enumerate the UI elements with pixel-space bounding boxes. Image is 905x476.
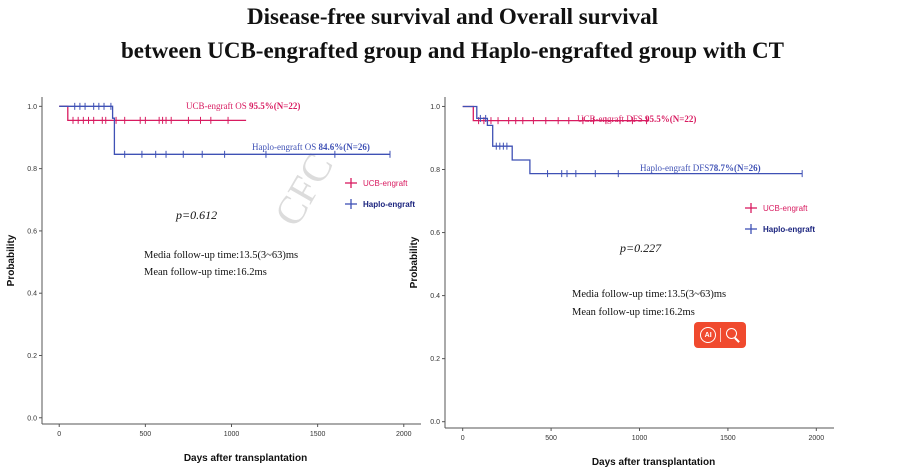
badge-divider: [720, 328, 722, 342]
y-tick-label: 0.8: [430, 167, 440, 174]
series-label-ucb: UCB-engraft DFS 95.5%(N=22): [577, 114, 696, 124]
y-axis-label: Probability: [409, 236, 420, 288]
search-icon[interactable]: [725, 328, 740, 342]
x-tick-label: 1500: [720, 435, 736, 442]
series-label-haplo: Haplo-engraft DFS78.7%(N=26): [640, 163, 761, 173]
x-tick-label: 1500: [310, 431, 326, 438]
km-chart-dfs: 0.0 0.2 0.4 0.6 0.8 1.0 0 500 1000 1500 2000 Days a…: [409, 97, 834, 468]
series-label-ucb: UCB-engraft OS 95.5%(N=22): [186, 101, 300, 111]
y-tick-label: 0.0: [27, 415, 37, 422]
km-curve-haplo: [462, 105, 803, 175]
y-tick-label: 0.2: [27, 353, 37, 360]
legend-label-ucb: UCB-engraft: [763, 204, 808, 213]
y-tick-label: 1.0: [430, 104, 440, 111]
y-axis-label: Probability: [6, 234, 17, 286]
x-tick-label: 500: [545, 435, 557, 442]
y-tick-label: 0.4: [430, 293, 440, 300]
y-tick-label: 0.0: [430, 419, 440, 426]
x-tick-label: 1000: [224, 431, 240, 438]
x-axis-label: Days after transplantation: [592, 457, 715, 468]
x-tick-label: 2000: [809, 435, 825, 442]
legend-label-haplo: Haplo-engraft: [763, 225, 815, 234]
x-tick-label: 0: [461, 435, 465, 442]
y-tick-label: 0.6: [430, 230, 440, 237]
y-tick-label: 0.6: [27, 228, 37, 235]
x-tick-label: 2000: [396, 431, 412, 438]
x-tick-label: 500: [140, 431, 152, 438]
legend-label-ucb: UCB-engraft: [363, 179, 408, 188]
median-followup-text: Media follow-up time:13.5(3~63)ms: [572, 289, 726, 300]
y-tick-label: 0.4: [27, 291, 37, 298]
ai-search-badge[interactable]: AI: [694, 322, 746, 348]
mean-followup-text: Mean follow-up time:16.2ms: [144, 267, 267, 278]
km-chart-os: 0.0 0.2 0.4 0.6 0.8 1.0 0 500 1000 1500 2000 Days a…: [6, 97, 421, 464]
p-value-text: p=0.612: [175, 208, 217, 222]
legend-label-haplo: Haplo-engraft: [363, 200, 415, 209]
ai-circle-icon[interactable]: AI: [700, 327, 717, 343]
x-axis-label: Days after transplantation: [184, 453, 307, 464]
mean-followup-text: Mean follow-up time:16.2ms: [572, 307, 695, 318]
series-label-haplo: Haplo-engraft OS 84.6%(N=26): [252, 142, 370, 152]
chart-title-line-2: between UCB-engrafted group and Haplo-en…: [121, 38, 784, 63]
median-followup-text: Media follow-up time:13.5(3~63)ms: [144, 250, 298, 261]
y-tick-label: 0.8: [27, 166, 37, 173]
x-tick-label: 1000: [632, 435, 648, 442]
p-value-text: p=0.227: [619, 241, 662, 255]
watermark-text: CFC: [265, 146, 342, 234]
x-tick-label: 0: [57, 431, 61, 438]
chart-title-line-1: Disease-free survival and Overall surviv…: [247, 4, 658, 29]
y-tick-label: 1.0: [27, 104, 37, 111]
y-tick-label: 0.2: [430, 356, 440, 363]
